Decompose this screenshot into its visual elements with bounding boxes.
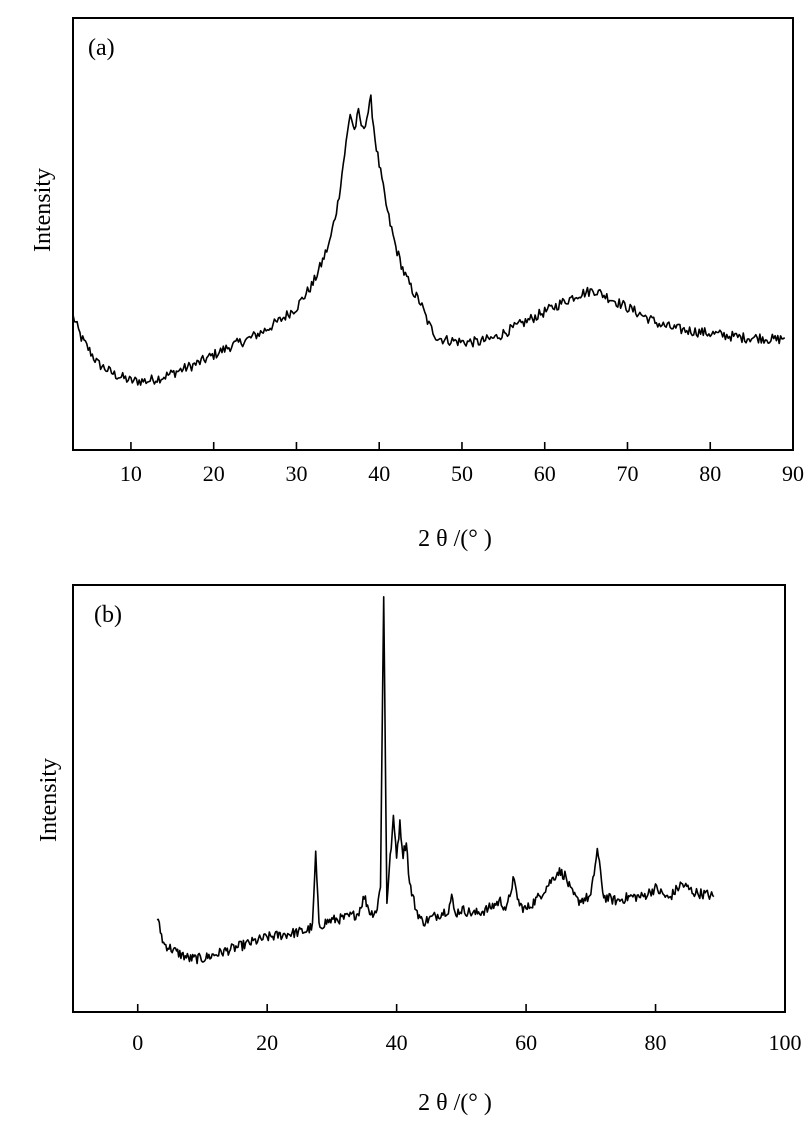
- x-tick-label: 70: [616, 461, 638, 486]
- panel-b-y-axis-label: Intensity: [36, 758, 62, 842]
- panel-b-label: (b): [94, 602, 122, 628]
- x-tick-label: 50: [451, 461, 473, 486]
- x-tick-label: 90: [782, 461, 804, 486]
- x-tick-label: 100: [769, 1030, 802, 1055]
- panel-a-label: (a): [88, 35, 115, 61]
- panel-b-x-ticks: [136, 1004, 786, 1012]
- panel-a-series-line: [72, 94, 786, 386]
- x-tick-label: 20: [256, 1030, 278, 1055]
- panel-b-plot-frame: [72, 584, 786, 1013]
- x-tick-label: 60: [515, 1030, 537, 1055]
- x-tick-label: 0: [132, 1030, 143, 1055]
- x-tick-label: 80: [645, 1030, 667, 1055]
- panel-a-plot-frame: [72, 17, 794, 451]
- panel-a-chart: (a) 10 20 30 40 50 60 70 80 90 Intensity 2 θ /(°…: [30, 17, 804, 552]
- x-tick-label: 40: [368, 461, 390, 486]
- x-tick-label: 10: [120, 461, 142, 486]
- panel-b-x-tick-labels: 0 20 40 60 80 100: [132, 1030, 801, 1055]
- x-tick-label: 60: [534, 461, 556, 486]
- panel-b-chart: (b) 0 20 40 60 80 100 Intensity 2 θ /(° ): [36, 584, 802, 1116]
- panel-a-y-axis-label: Intensity: [30, 168, 56, 252]
- panel-b-x-axis-label: 2 θ /(° ): [418, 1090, 492, 1116]
- panel-a-x-ticks: [130, 442, 794, 450]
- x-tick-label: 20: [203, 461, 225, 486]
- x-tick-label: 30: [285, 461, 307, 486]
- panel-a-x-axis-label: 2 θ /(° ): [418, 526, 492, 552]
- x-tick-label: 80: [699, 461, 721, 486]
- panel-b-series-line: [156, 596, 715, 965]
- x-tick-label: 40: [386, 1030, 408, 1055]
- panel-a-x-tick-labels: 10 20 30 40 50 60 70 80 90: [120, 461, 804, 486]
